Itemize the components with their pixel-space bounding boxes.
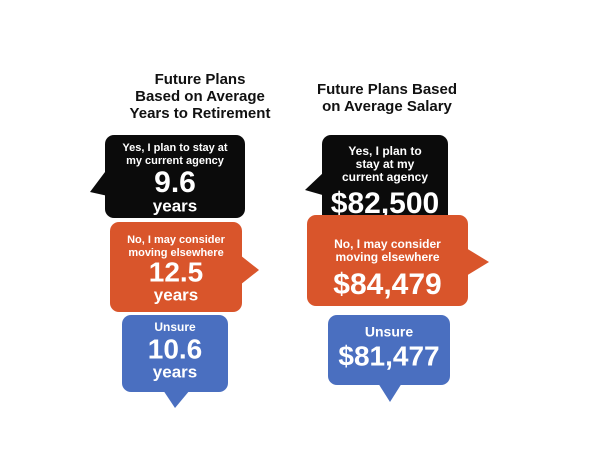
bubble-label: No, I may consider <box>127 234 226 246</box>
bubble-label: stay at my <box>356 157 415 171</box>
bubble-tail <box>90 172 108 196</box>
panel-title: Years to Retirement <box>130 105 271 122</box>
speech-bubble <box>105 135 245 218</box>
bubble-label: moving elsewhere <box>335 250 439 264</box>
bubble-value: 10.6 <box>148 333 203 364</box>
bubble-label: Unsure <box>154 320 196 334</box>
panel-title: Based on Average <box>135 88 265 105</box>
bubble-value: $84,479 <box>333 268 441 301</box>
bubble-label: No, I may consider <box>334 237 441 251</box>
bubble-label: Yes, I plan to stay at <box>122 142 227 154</box>
panel-title: Future Plans <box>155 71 246 88</box>
bubble-value: $82,500 <box>331 187 439 220</box>
bubble-tail <box>305 172 326 196</box>
bubble-value: $81,477 <box>338 340 439 371</box>
speech-bubble <box>110 222 242 312</box>
bubble-unit: years <box>153 362 197 381</box>
bubble-label: my current agency <box>126 155 225 167</box>
bubble-value: 9.6 <box>154 166 196 199</box>
speech-bubble <box>122 315 228 392</box>
bubble-value: 12.5 <box>149 256 204 287</box>
bubble-unit: years <box>153 196 197 215</box>
bubble-tail <box>163 390 190 408</box>
bubble-tail <box>378 383 402 402</box>
bubble-tail <box>466 248 489 276</box>
speech-bubble <box>322 135 448 232</box>
panel-title: Future Plans Based <box>317 81 457 98</box>
panel-title: on Average Salary <box>322 98 452 115</box>
speech-bubble <box>328 315 450 385</box>
bubble-unit: years <box>154 285 198 304</box>
speech-bubble <box>307 215 468 306</box>
bubble-label: moving elsewhere <box>128 247 223 259</box>
bubble-tail <box>240 255 259 285</box>
bubble-label: Yes, I plan to <box>348 144 421 158</box>
bubble-label: current agency <box>342 170 428 184</box>
bubble-label: Unsure <box>365 324 413 340</box>
